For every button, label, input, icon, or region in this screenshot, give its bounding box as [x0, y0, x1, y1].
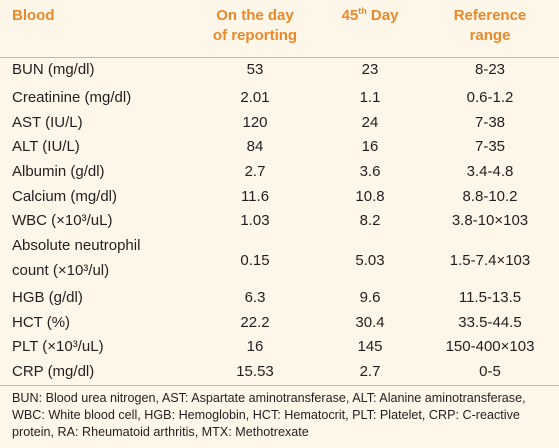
row-label: Albumin (g/dl)	[12, 163, 105, 180]
row-day45: 24	[361, 114, 379, 131]
row-day45: 10.8	[355, 188, 385, 205]
row-day45: 2.7	[359, 363, 381, 380]
row-day0: 0.15	[240, 252, 270, 269]
row-ref: 150-400×103	[445, 338, 535, 355]
row-day0: 53	[246, 61, 264, 78]
header-blood: Blood	[12, 6, 55, 26]
header-day-line2: of reporting	[212, 27, 298, 44]
row-label: HCT (%)	[12, 314, 71, 331]
row-label: WBC (×10³/uL)	[12, 212, 113, 229]
row-day0: 84	[246, 138, 264, 155]
row-day45: 3.6	[359, 163, 381, 180]
row-day45: 5.03	[355, 252, 385, 269]
header-blood-label: Blood	[12, 7, 55, 24]
header-reference-range: Reference range	[430, 6, 550, 46]
row-label: PLT (×10³/uL)	[12, 338, 104, 355]
row-label: CRP (mg/dl)	[12, 363, 95, 380]
header-divider	[0, 57, 559, 58]
row-ref: 8-23	[474, 61, 506, 78]
row-ref: 1.5-7.4×103	[449, 252, 531, 269]
table-header: Blood On the day of reporting 45th Day R…	[0, 0, 559, 58]
row-day45: 1.1	[359, 89, 381, 106]
header-45-number: 45	[341, 7, 359, 24]
row-day0: 16	[246, 338, 264, 355]
row-label: Absolute neutrophil	[12, 237, 141, 254]
footer-divider	[0, 385, 559, 386]
row-label: BUN (mg/dl)	[12, 61, 95, 78]
table-footnote: BUN: Blood urea nitrogen, AST: Aspartate…	[12, 391, 526, 439]
row-ref: 7-35	[474, 138, 506, 155]
row-day0: 2.01	[240, 89, 270, 106]
row-ref: 11.5-13.5	[458, 289, 522, 306]
row-day45: 30.4	[355, 314, 385, 331]
row-ref: 3.8-10×103	[451, 212, 529, 229]
row-day45: 8.2	[359, 212, 381, 229]
row-day45: 23	[361, 61, 379, 78]
row-day0: 15.53	[236, 363, 274, 380]
row-label: Creatinine (mg/dl)	[12, 89, 132, 106]
row-label: ALT (IU/L)	[12, 138, 80, 155]
row-day0: 22.2	[240, 314, 270, 331]
row-day0: 6.3	[244, 289, 266, 306]
row-ref: 8.8-10.2	[462, 188, 518, 205]
row-day0: 120	[242, 114, 268, 131]
row-ref: 33.5-44.5	[458, 314, 522, 331]
row-label: AST (IU/L)	[12, 114, 83, 131]
row-day45: 145	[357, 338, 383, 355]
row-day45: 16	[361, 138, 379, 155]
row-ref: 3.4-4.8	[466, 163, 514, 180]
header-day-line1: On the day	[216, 7, 294, 24]
row-ref: 0-5	[479, 363, 501, 380]
row-label-line2: count (×10³/ul)	[12, 262, 110, 279]
row-label: Calcium (mg/dl)	[12, 188, 118, 205]
header-45-day: Day	[366, 7, 399, 24]
row-day0: 1.03	[240, 212, 270, 229]
row-day45: 9.6	[359, 289, 381, 306]
header-ref-line2: range	[469, 27, 511, 44]
header-45-sup: th	[358, 6, 367, 16]
row-day0: 11.6	[240, 188, 270, 205]
row-ref: 0.6-1.2	[466, 89, 514, 106]
header-ref-line1: Reference	[453, 7, 527, 24]
header-day-of-reporting: On the day of reporting	[195, 6, 315, 46]
row-day0: 2.7	[244, 163, 266, 180]
header-45th-day: 45th Day	[330, 6, 410, 26]
row-ref: 7-38	[474, 114, 506, 131]
row-label: HGB (g/dl)	[12, 289, 83, 306]
